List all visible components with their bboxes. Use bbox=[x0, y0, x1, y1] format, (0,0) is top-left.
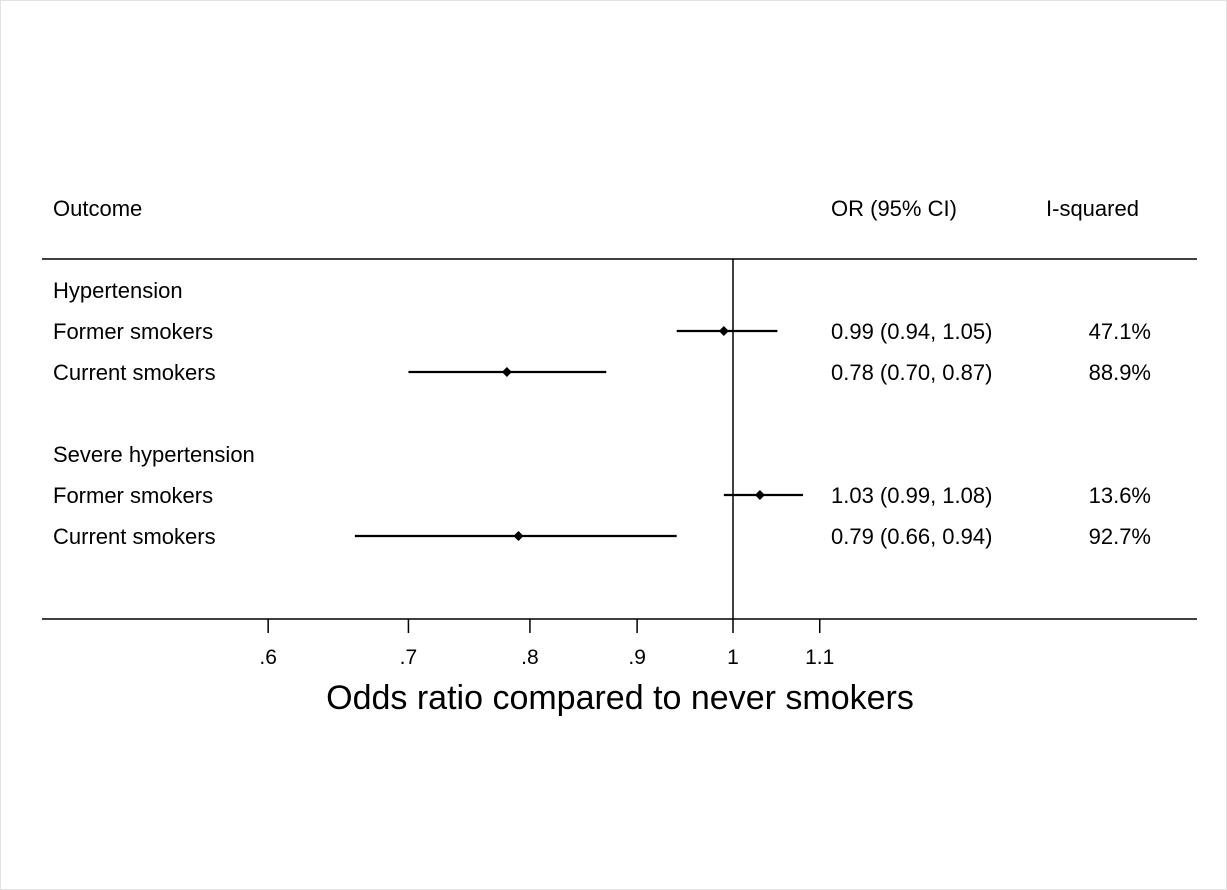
i-squared-value: 47.1% bbox=[1089, 319, 1151, 344]
x-tick-label: 1.1 bbox=[805, 646, 834, 669]
x-tick-label: .7 bbox=[400, 646, 418, 669]
row-label: Current smokers bbox=[53, 360, 216, 385]
x-axis-label: Odds ratio compared to never smokers bbox=[326, 679, 914, 717]
rows-layer: Hypertension Former smokers 0.99 (0.94, 1.… bbox=[53, 259, 1151, 619]
point-estimate bbox=[513, 531, 524, 541]
point-estimate bbox=[501, 367, 512, 377]
group-label: Severe hypertension bbox=[53, 442, 255, 467]
x-tick-label: .9 bbox=[628, 646, 646, 669]
row-label: Former smokers bbox=[53, 483, 213, 508]
point-estimate bbox=[754, 490, 765, 500]
x-axis: .6 .7 .8 .9 1 1.1 bbox=[259, 619, 834, 669]
or-ci-value: 0.99 (0.94, 1.05) bbox=[831, 319, 992, 344]
header-i-squared: I-squared bbox=[1046, 196, 1139, 221]
header-outcome: Outcome bbox=[53, 196, 142, 221]
i-squared-value: 13.6% bbox=[1089, 483, 1151, 508]
x-tick-label: .8 bbox=[521, 646, 539, 669]
or-ci-value: 0.79 (0.66, 0.94) bbox=[831, 524, 992, 549]
or-ci-value: 1.03 (0.99, 1.08) bbox=[831, 483, 992, 508]
point-estimate bbox=[718, 326, 729, 336]
x-tick-label: 1 bbox=[727, 646, 739, 669]
x-tick-label: .6 bbox=[259, 646, 277, 669]
i-squared-value: 88.9% bbox=[1089, 360, 1151, 385]
i-squared-value: 92.7% bbox=[1089, 524, 1151, 549]
header-or-ci: OR (95% CI) bbox=[831, 196, 957, 221]
group-label: Hypertension bbox=[53, 278, 183, 303]
row-label: Current smokers bbox=[53, 524, 216, 549]
or-ci-value: 0.78 (0.70, 0.87) bbox=[831, 360, 992, 385]
row-label: Former smokers bbox=[53, 319, 213, 344]
